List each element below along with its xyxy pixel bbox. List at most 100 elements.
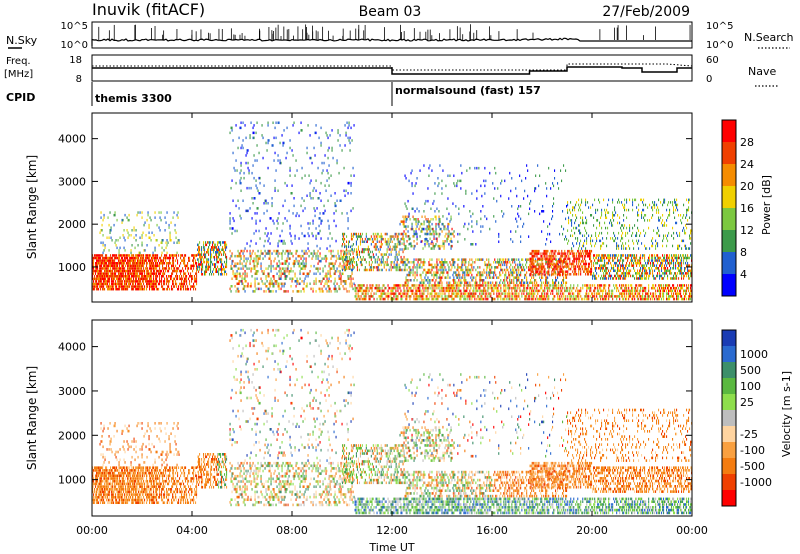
range-gate-cell (639, 284, 641, 287)
range-gate-cell (396, 268, 398, 272)
range-gate-cell (448, 295, 450, 298)
range-gate-cell (226, 260, 228, 264)
range-gate-cell (283, 141, 285, 145)
range-gate-cell (588, 292, 590, 295)
range-gate-cell (220, 241, 222, 244)
range-gate-cell (342, 232, 344, 236)
range-gate-cell (151, 275, 153, 278)
range-gate-cell (478, 295, 480, 298)
range-gate-cell (410, 286, 412, 290)
range-gate-cell (538, 289, 540, 293)
range-gate-cell (543, 295, 545, 298)
range-gate-cell (229, 131, 231, 135)
range-gate-cell (282, 141, 284, 145)
range-gate-cell (423, 284, 425, 287)
range-gate-cell (686, 286, 688, 290)
range-gate-cell (508, 297, 510, 301)
range-gate-cell (119, 285, 121, 288)
range-gate-cell (315, 254, 317, 258)
range-gate-cell (212, 248, 214, 252)
range-gate-cell (289, 146, 291, 150)
range-gate-cell (186, 264, 188, 268)
range-gate-cell (480, 289, 482, 293)
range-gate-cell (545, 279, 547, 282)
range-gate-cell (343, 262, 345, 265)
range-gate-cell (124, 256, 126, 260)
range-gate-cell (382, 261, 384, 264)
range-gate-cell (517, 279, 519, 282)
range-gate-cell (146, 275, 148, 278)
range-gate-cell (255, 259, 257, 263)
range-gate-cell (104, 244, 106, 247)
range-gate-cell (150, 259, 152, 262)
range-gate-cell (540, 279, 542, 282)
range-gate-cell (612, 295, 614, 298)
range-gate-cell (558, 271, 560, 274)
range-gate-cell (365, 289, 367, 293)
range-gate-cell (393, 292, 395, 295)
range-gate-cell (281, 272, 283, 276)
range-gate-cell (387, 295, 389, 298)
range-gate-cell (339, 272, 341, 276)
range-gate-cell (160, 256, 162, 260)
range-gate-cell (316, 244, 318, 248)
range-gate-cell (119, 254, 121, 257)
range-gate-cell (343, 235, 345, 238)
range-gate-cell (390, 297, 392, 301)
range-gate-cell (429, 271, 431, 274)
range-gate-cell (255, 270, 257, 273)
range-gate-cell (653, 292, 655, 295)
range-gate-cell (289, 257, 291, 260)
range-gate-cell (550, 284, 552, 287)
range-gate-cell (551, 289, 553, 293)
range-gate-cell (106, 269, 108, 273)
range-gate-cell (398, 292, 400, 295)
range-gate-cell (350, 275, 352, 278)
range-gate-cell (94, 275, 96, 278)
range-gate-cell (425, 284, 427, 287)
range-gate-cell (475, 258, 477, 261)
range-gate-cell (280, 239, 282, 243)
range-gate-cell (232, 139, 234, 142)
range-gate-cell (334, 270, 336, 273)
range-gate-cell (156, 282, 158, 286)
range-gate-cell (304, 207, 306, 210)
range-gate-cell (151, 256, 153, 260)
range-gate-cell (430, 271, 432, 274)
range-gate-cell (304, 234, 306, 238)
range-gate-cell (154, 280, 156, 283)
range-gate-cell (300, 224, 302, 228)
range-gate-cell (135, 259, 137, 262)
range-gate-cell (97, 285, 99, 288)
range-gate-cell (675, 289, 677, 293)
range-gate-cell (287, 252, 289, 255)
range-gate-cell (413, 230, 415, 233)
range-gate-cell (560, 284, 562, 287)
range-gate-cell (592, 295, 594, 298)
range-gate-cell (330, 194, 332, 198)
range-gate-cell (460, 295, 462, 298)
range-gate-cell (601, 284, 603, 287)
range-gate-cell (427, 271, 429, 274)
range-gate-cell (526, 258, 528, 261)
range-gate-cell (257, 270, 259, 273)
range-gate-cell (386, 261, 388, 264)
range-gate-cell (289, 166, 291, 170)
range-gate-cell (158, 269, 160, 273)
range-gate-cell (235, 290, 237, 293)
range-gate-cell (329, 244, 331, 248)
range-gate-cell (556, 279, 558, 282)
range-gate-cell (393, 237, 395, 241)
range-gate-cell (110, 275, 112, 278)
range-gate-cell (96, 267, 98, 270)
range-gate-cell (217, 248, 219, 252)
range-gate-cell (395, 266, 397, 269)
range-gate-cell (504, 279, 506, 282)
range-gate-cell (161, 275, 163, 278)
range-gate-cell (399, 286, 401, 290)
range-gate-cell (673, 297, 675, 301)
range-gate-cell (148, 226, 150, 229)
range-gate-cell (313, 186, 315, 190)
range-gate-cell (277, 244, 279, 248)
range-gate-cell (129, 275, 131, 278)
